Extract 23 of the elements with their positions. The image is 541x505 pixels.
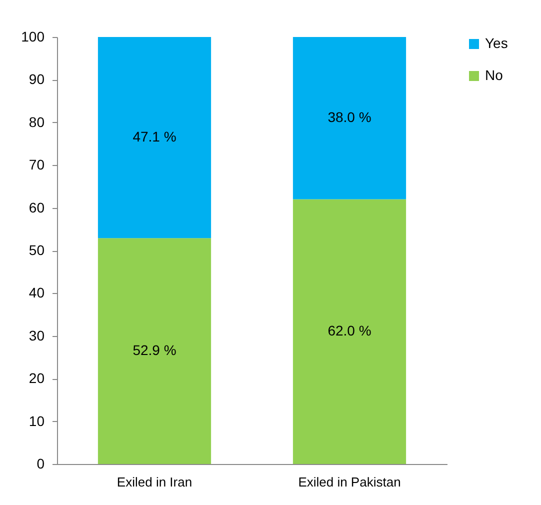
y-tick-label: 80 (28, 114, 45, 130)
y-tick-label: 10 (28, 412, 45, 429)
bar (98, 37, 212, 238)
y-tick-label: 20 (28, 370, 45, 386)
y-tick-label: 60 (28, 199, 45, 216)
bar (292, 37, 406, 200)
x-tick-label: Exiled in Iran (116, 474, 192, 490)
data-label: 47.1 % (132, 128, 176, 145)
y-tick-label: 70 (28, 156, 45, 173)
data-label: 38.0 % (328, 109, 372, 126)
y-tick-label: 100 (21, 28, 45, 44)
y-tick-label: 90 (28, 71, 45, 88)
bar (98, 238, 212, 464)
y-tick-label: 50 (28, 242, 45, 258)
bar (292, 199, 406, 464)
y-tick-label: 30 (28, 327, 45, 344)
x-tick-label: Exiled in Pakistan (298, 474, 401, 490)
y-tick-label: 0 (36, 456, 45, 472)
data-label: 52.9 % (132, 342, 176, 358)
data-label: 62.0 % (328, 322, 372, 339)
legend-label: No (485, 67, 504, 83)
y-tick-label: 40 (28, 284, 45, 301)
legend-label: Yes (485, 35, 508, 51)
